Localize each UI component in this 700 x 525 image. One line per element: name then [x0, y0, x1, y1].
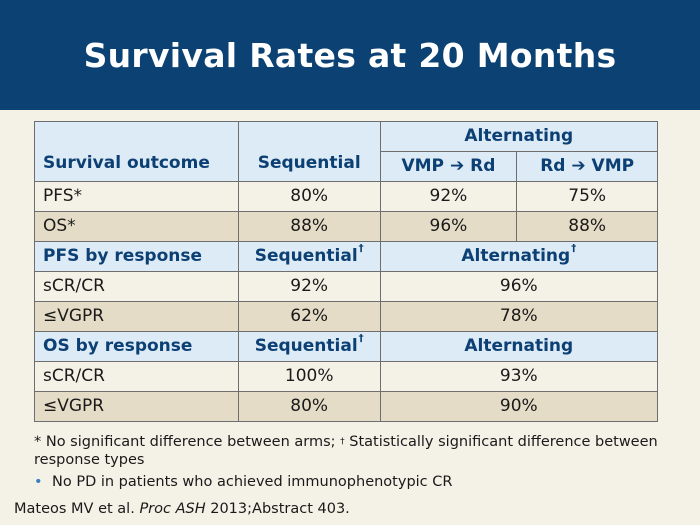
os-header-sequential-text: Sequential	[254, 336, 358, 356]
header-rd-vmp-right: VMP	[591, 156, 635, 176]
row-label: PFS*	[34, 181, 239, 212]
cell-alternating: 96%	[379, 271, 659, 302]
header-alternating: Alternating	[379, 121, 659, 152]
cell-sequential: 80%	[237, 181, 381, 212]
slide-title: Survival Rates at 20 Months	[83, 36, 617, 75]
cell-alternating: 78%	[379, 301, 659, 332]
cell-vmp-rd: 96%	[379, 211, 518, 242]
os-header-label: OS by response	[34, 331, 239, 362]
header-rd-vmp: Rd ➔ VMP	[516, 151, 658, 182]
row-label: ≤VGPR	[34, 301, 239, 332]
table-row: ≤VGPR 80% 90%	[34, 391, 659, 422]
title-banner: Survival Rates at 20 Months	[0, 0, 700, 110]
asterisk-mark: *	[34, 434, 42, 450]
table-header-row-1: Survival outcome Sequential Alternating	[34, 121, 659, 182]
os-header-alternating: Alternating	[379, 331, 659, 362]
bullet-icon: •	[34, 474, 43, 490]
pfs-header-label: PFS by response	[34, 241, 239, 272]
citation-rest: 2013;Abstract 403.	[205, 501, 350, 517]
bullet-note: • No PD in patients who achieved immunoph…	[34, 474, 452, 490]
cell-rd-vmp: 88%	[516, 211, 658, 242]
os-section-header: OS by response Sequential† Alternating	[34, 331, 659, 362]
cell-vmp-rd: 92%	[379, 181, 518, 212]
row-label: sCR/CR	[34, 361, 239, 392]
pfs-header-sequential: Sequential†	[237, 241, 381, 272]
arrow-right-icon: ➔	[571, 156, 586, 176]
cell-sequential: 100%	[237, 361, 381, 392]
citation-authors: Mateos MV et al.	[14, 501, 140, 517]
cell-sequential: 80%	[237, 391, 381, 422]
header-vmp-rd: VMP ➔ Rd	[379, 151, 518, 182]
os-header-sequential: Sequential†	[237, 331, 381, 362]
header-sequential: Sequential	[237, 121, 381, 182]
pfs-section-header: PFS by response Sequential† Alternating†	[34, 241, 659, 272]
table-row: sCR/CR 92% 96%	[34, 271, 659, 302]
dagger-mark: †	[571, 243, 577, 254]
header-vmp-rd-left: VMP	[401, 156, 445, 176]
table-row: OS* 88% 96% 88%	[34, 211, 658, 242]
dagger-mark: †	[358, 243, 364, 254]
row-label: OS*	[34, 211, 239, 242]
pfs-header-alternating: Alternating†	[379, 241, 659, 272]
table-row: ≤VGPR 62% 78%	[34, 301, 659, 332]
cell-sequential: 88%	[237, 211, 381, 242]
cell-alternating: 90%	[379, 391, 659, 422]
footnote-dagger-text: Statistically significant difference bet…	[34, 434, 658, 468]
table-row: sCR/CR 100% 93%	[34, 361, 659, 392]
pfs-header-sequential-text: Sequential	[254, 246, 358, 266]
cell-sequential: 92%	[237, 271, 381, 302]
footnote-star-text: No significant difference between arms;	[41, 434, 341, 450]
dagger-mark: †	[358, 333, 364, 344]
dagger-mark: †	[340, 437, 345, 447]
table-row: PFS* 80% 92% 75%	[34, 181, 658, 212]
header-vmp-rd-right: Rd	[470, 156, 496, 176]
citation-journal: Proc ASH	[139, 501, 206, 517]
cell-alternating: 93%	[379, 361, 659, 392]
bullet-text: No PD in patients who achieved immunophe…	[52, 474, 453, 490]
citation: Mateos MV et al. Proc ASH 2013;Abstract …	[14, 501, 350, 517]
cell-sequential: 62%	[237, 301, 381, 332]
survival-table: Survival outcome Sequential Alternating …	[34, 121, 659, 422]
pfs-header-alternating-text: Alternating	[461, 246, 571, 266]
row-label: sCR/CR	[34, 271, 239, 302]
row-label: ≤VGPR	[34, 391, 239, 422]
arrow-right-icon: ➔	[449, 156, 465, 176]
cell-rd-vmp: 75%	[516, 181, 658, 212]
header-rd-vmp-left: Rd	[540, 156, 566, 176]
header-survival-outcome: Survival outcome	[34, 121, 239, 182]
footnote: * No significant difference between arms…	[34, 433, 674, 469]
